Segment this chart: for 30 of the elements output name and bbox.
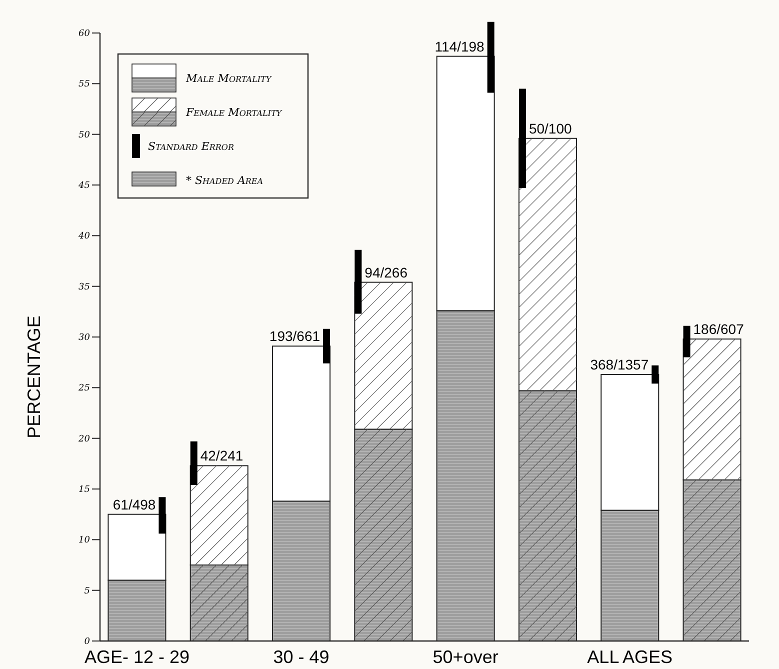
y-tick-label: 30 <box>78 333 90 343</box>
data-label: 94/266 <box>364 264 408 280</box>
y-tick-label: 20 <box>78 434 90 444</box>
data-label: 50/100 <box>528 120 572 136</box>
y-tick-label: 50 <box>78 130 90 140</box>
legend-label: Female Mortality <box>185 106 282 119</box>
data-label: 114/198 <box>434 38 485 54</box>
data-label: 368/1357 <box>590 356 649 372</box>
annotation: Standard Error <box>148 140 234 153</box>
y-tick-label: 25 <box>78 384 90 394</box>
y-tick-label: 55 <box>78 80 90 90</box>
data-label: 42/241 <box>200 448 244 464</box>
y-axis-title: PERCENTAGE <box>24 316 44 438</box>
y-tick-label: 60 <box>78 29 90 39</box>
x-tick-label: 30 - 49 <box>273 647 330 667</box>
data-label: 186/607 <box>693 321 744 338</box>
legend-label: Male Mortality <box>185 72 272 85</box>
x-tick-label: 50+over <box>432 647 498 667</box>
data-label: 61/498 <box>112 496 156 512</box>
y-tick-label: 35 <box>78 282 90 292</box>
y-tick-label: 10 <box>78 536 90 546</box>
legend-label: * Shaded Area <box>186 174 264 187</box>
data-label: 193/661 <box>269 328 320 344</box>
y-tick-label: 0 <box>84 637 90 647</box>
y-tick-label: 5 <box>84 586 90 596</box>
x-tick-label: ALL AGES <box>587 647 673 667</box>
y-tick-label: 15 <box>78 485 90 495</box>
y-tick-label: 45 <box>78 181 90 191</box>
y-tick-label: 40 <box>78 232 90 242</box>
x-tick-label: AGE- 12 - 29 <box>84 647 190 667</box>
